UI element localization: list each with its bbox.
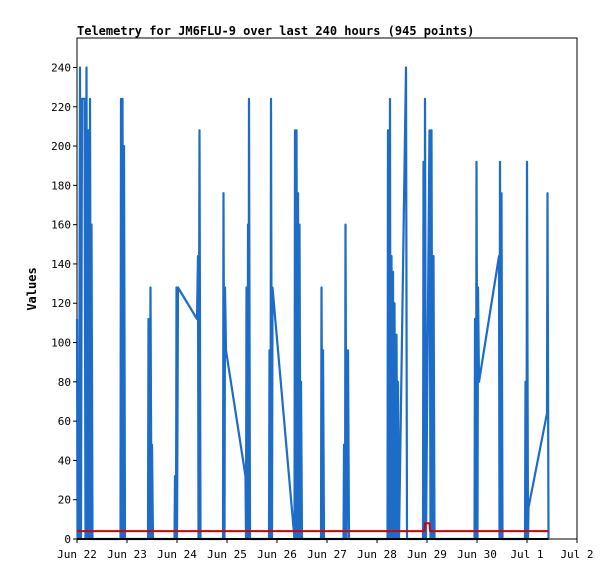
y-tick-label: 120 bbox=[51, 297, 71, 310]
x-tick-label: Jun 22 bbox=[57, 548, 97, 561]
x-tick-label: Jun 28 bbox=[357, 548, 397, 561]
y-tick-label: 240 bbox=[51, 61, 71, 74]
x-axis: Jun 22 Jun 23 Jun 24 Jun 25 Jun 26 Jun 27 Jun … bbox=[57, 539, 594, 561]
y-axis: 0 20 40 60 80 100 120 140 160 180 200 220 240 bbox=[51, 61, 77, 546]
y-axis-label: Values bbox=[25, 267, 39, 310]
x-tick-label: Jun 29 bbox=[407, 548, 447, 561]
y-tick-label: 200 bbox=[51, 140, 71, 153]
series-line-2 bbox=[77, 522, 549, 533]
series-layer bbox=[75, 66, 550, 541]
y-tick-label: 80 bbox=[58, 376, 71, 389]
series-line-1 bbox=[75, 66, 550, 541]
x-tick-label: Jun 24 bbox=[157, 548, 197, 561]
x-tick-label: Jun 25 bbox=[207, 548, 247, 561]
x-tick-label: Jun 30 bbox=[457, 548, 497, 561]
y-tick-label: 220 bbox=[51, 101, 71, 114]
y-tick-label: 0 bbox=[64, 533, 71, 546]
x-tick-label: Jun 26 bbox=[257, 548, 297, 561]
y-tick-label: 100 bbox=[51, 337, 71, 350]
y-tick-label: 20 bbox=[58, 494, 71, 507]
y-tick-label: 40 bbox=[58, 454, 71, 467]
y-tick-label: 60 bbox=[58, 415, 71, 428]
x-tick-label: Jun 23 bbox=[107, 548, 147, 561]
x-tick-label: Jun 27 bbox=[307, 548, 347, 561]
y-tick-label: 180 bbox=[51, 179, 71, 192]
x-tick-label: Jul 2 bbox=[560, 548, 593, 561]
y-tick-label: 160 bbox=[51, 219, 71, 232]
chart-title: Telemetry for JM6FLU-9 over last 240 hou… bbox=[77, 24, 474, 38]
x-tick-label: Jul 1 bbox=[510, 548, 543, 561]
y-tick-label: 140 bbox=[51, 258, 71, 271]
